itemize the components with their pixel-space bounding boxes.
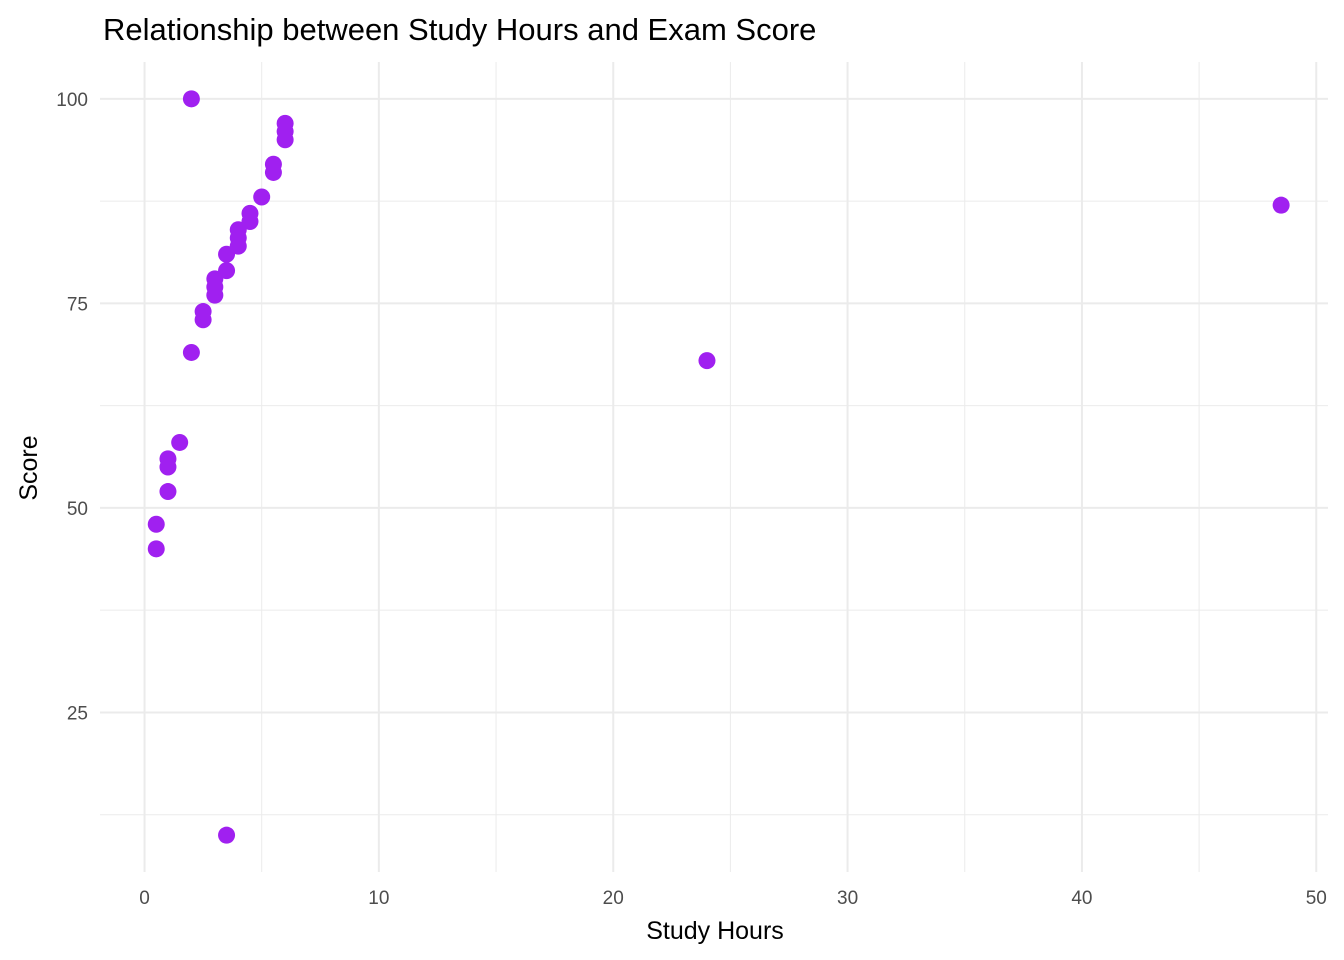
data-point <box>218 826 236 844</box>
data-point <box>241 204 259 222</box>
y-tick-label: 50 <box>67 499 88 520</box>
x-tick-label: 40 <box>1071 888 1092 909</box>
data-point <box>182 343 200 361</box>
x-tick-label: 50 <box>1306 888 1327 909</box>
data-point <box>147 540 165 558</box>
x-axis-title: Study Hours <box>646 917 784 945</box>
data-point <box>698 352 716 370</box>
data-point <box>194 303 212 321</box>
data-point <box>147 515 165 533</box>
y-tick-label: 100 <box>56 90 88 111</box>
x-tick-label: 20 <box>603 888 624 909</box>
x-tick-label: 10 <box>368 888 389 909</box>
data-point <box>1272 196 1290 214</box>
y-tick-label: 25 <box>67 703 88 724</box>
x-tick-label: 0 <box>139 888 150 909</box>
data-point <box>276 114 294 132</box>
major-gridlines <box>100 62 1328 872</box>
data-point <box>159 483 177 501</box>
chart-title: Relationship between Study Hours and Exa… <box>103 12 816 47</box>
data-point <box>218 262 236 280</box>
data-points <box>147 90 1290 844</box>
y-axis-title: Score <box>15 435 43 500</box>
x-axis-tick-labels: 0 10 20 30 40 50 <box>139 888 1327 909</box>
data-point <box>182 90 200 108</box>
data-point <box>171 433 189 451</box>
x-tick-label: 30 <box>837 888 858 909</box>
data-point <box>264 155 282 173</box>
data-point <box>253 188 271 206</box>
y-axis-tick-labels: 25 50 75 100 <box>56 90 88 725</box>
y-tick-label: 75 <box>67 294 88 315</box>
data-point <box>159 450 177 468</box>
minor-gridlines <box>100 62 1328 872</box>
